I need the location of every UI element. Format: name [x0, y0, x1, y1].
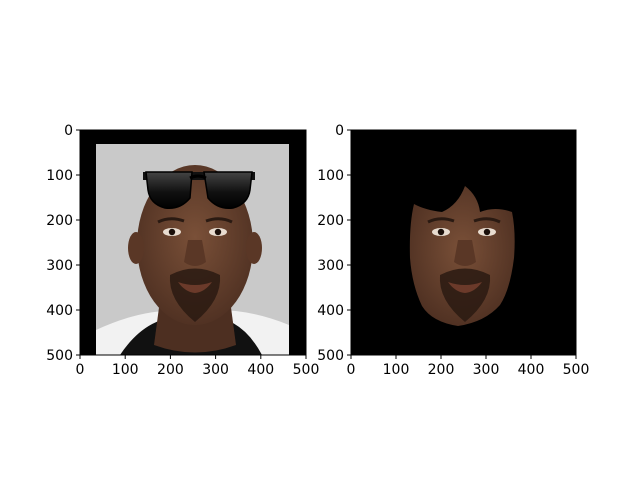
mask-beard [439, 268, 491, 322]
sunglasses-icon [143, 171, 255, 210]
x-tick-label: 200 [428, 362, 455, 378]
x-tick-label: 400 [518, 362, 545, 378]
ear-right [246, 232, 262, 264]
masked-face [409, 186, 515, 326]
mask-mouth [448, 282, 482, 293]
y-tick-label: 0 [64, 123, 73, 139]
x-tick-label: 100 [383, 362, 410, 378]
y-tick-label: 100 [46, 168, 73, 184]
y-tick-label: 200 [317, 213, 344, 229]
pupil-right [214, 228, 222, 236]
y-tick-label: 200 [46, 213, 73, 229]
y-tick-label: 500 [317, 348, 344, 364]
x-tick-label: 500 [563, 362, 590, 378]
eyebrow-right [205, 217, 233, 224]
x-tick-label: 300 [473, 362, 500, 378]
y-tick-label: 0 [335, 123, 344, 139]
y-tick-label: 300 [317, 258, 344, 274]
axes-frame-left [79, 129, 307, 356]
y-tick-label: 400 [317, 303, 344, 319]
mask-eyebrow-left [427, 217, 455, 224]
mask-pupil-right [483, 228, 491, 236]
x-tick-label: 200 [157, 362, 184, 378]
y-tick-label: 100 [317, 168, 344, 184]
x-tick-label: 300 [202, 362, 229, 378]
x-tick-label: 400 [247, 362, 274, 378]
beard [169, 268, 221, 322]
mask-eyebrow-right [473, 217, 501, 224]
y-tick-label: 400 [46, 303, 73, 319]
photo-left [96, 144, 289, 355]
ear-left [128, 232, 144, 264]
eyebrow-left [157, 217, 185, 224]
nose [184, 240, 206, 266]
x-tick-label: 100 [112, 362, 139, 378]
mask-pupil-left [437, 228, 445, 236]
x-tick-label: 500 [293, 362, 320, 378]
y-tick-label: 300 [46, 258, 73, 274]
y-tick-label: 500 [46, 348, 73, 364]
pupil-left [168, 228, 176, 236]
axes-frame-right [350, 129, 577, 356]
x-tick-label: 0 [76, 362, 85, 378]
mouth [178, 282, 212, 293]
x-tick-label: 0 [347, 362, 356, 378]
mask-nose [454, 240, 476, 266]
